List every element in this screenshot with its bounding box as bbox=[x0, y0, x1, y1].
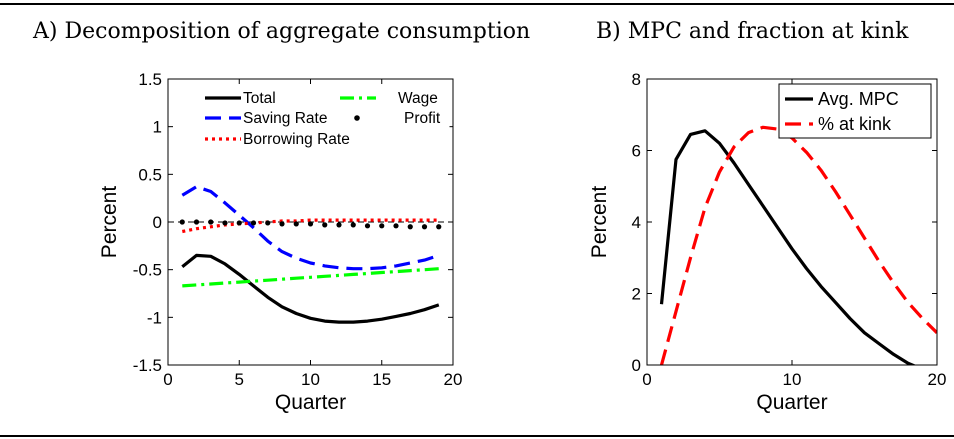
series-line-total bbox=[181, 253, 440, 324]
y-tick-label: -0.5 bbox=[133, 261, 162, 280]
series-group bbox=[659, 125, 937, 365]
legend-box bbox=[199, 84, 450, 151]
series-point-profit bbox=[265, 220, 271, 226]
y-tick-label: 1.5 bbox=[138, 70, 162, 89]
series-point-profit bbox=[222, 220, 228, 226]
legend-box bbox=[778, 83, 932, 139]
series-point-profit bbox=[279, 221, 285, 227]
series-point-profit bbox=[407, 224, 413, 230]
x-tick-label: 0 bbox=[642, 370, 651, 389]
panel-a-title: A) Decomposition of aggregate consumptio… bbox=[32, 19, 530, 44]
y-tick-label: -1 bbox=[147, 308, 162, 327]
y-tick-label: 1 bbox=[153, 118, 162, 137]
series-point-profit bbox=[193, 219, 200, 225]
series-point-profit bbox=[364, 223, 371, 229]
series-line-saving-rate bbox=[181, 185, 440, 271]
y-axis-label: Percent bbox=[98, 186, 121, 259]
series-point-profit bbox=[236, 220, 242, 226]
y-tick-label: 2 bbox=[632, 285, 641, 304]
series-point-profit bbox=[336, 222, 342, 228]
x-axis-label: Quarter bbox=[756, 391, 827, 414]
series-point-profit bbox=[421, 224, 428, 230]
legend-marker-profit bbox=[354, 115, 360, 121]
y-tick-label: 0 bbox=[153, 213, 162, 232]
panel-b-chart: 0 10 20 0 2 4 6 8 Quarter Percent Avg. MPC % at kin… bbox=[588, 70, 946, 414]
panel-a-chart: 0 5 10 15 20 -1.5 -1 -0.5 0 0.5 1 1.5 Quarter Percent… bbox=[98, 70, 462, 414]
y-axis-label: Percent bbox=[588, 186, 611, 259]
x-tick-label: 10 bbox=[783, 370, 802, 389]
series-point-profit bbox=[350, 222, 356, 228]
series-point-profit bbox=[322, 222, 328, 228]
x-tick-label: 20 bbox=[444, 370, 463, 389]
series-point-profit bbox=[436, 224, 442, 230]
series-line-avg-mpc bbox=[659, 129, 917, 365]
y-tick-label: 4 bbox=[632, 213, 641, 232]
series-point-profit bbox=[393, 223, 399, 229]
series-point-profit bbox=[250, 220, 257, 226]
series-point-profit bbox=[293, 221, 299, 227]
legend-label-saving-rate: Saving Rate bbox=[243, 110, 327, 127]
legend-label-total: Total bbox=[243, 90, 276, 107]
series-point-profit bbox=[307, 221, 314, 227]
legend-label-profit: Profit bbox=[404, 110, 441, 127]
series-point-profit bbox=[379, 223, 385, 229]
series-line-wage bbox=[182, 267, 439, 288]
panel-b-title: B) MPC and fraction at kink bbox=[596, 19, 909, 44]
x-tick-label: 15 bbox=[372, 370, 391, 389]
x-axis-label: Quarter bbox=[275, 391, 346, 414]
y-tick-label: 8 bbox=[632, 70, 641, 89]
series-line-at-kink bbox=[659, 125, 937, 365]
series-point-profit bbox=[179, 219, 185, 225]
legend-label-at-kink: % at kink bbox=[818, 114, 892, 134]
legend: Avg. MPC % at kink bbox=[778, 83, 932, 139]
x-tick-label: 10 bbox=[301, 370, 320, 389]
y-tick-label: 6 bbox=[632, 142, 641, 161]
axes-frame bbox=[646, 78, 938, 366]
legend: Total Saving Rate Borrowing Rate Wage Profit bbox=[199, 84, 450, 151]
axes-frame bbox=[167, 78, 454, 366]
legend-label-borrowing-rate: Borrowing Rate bbox=[243, 131, 350, 148]
series-group bbox=[179, 185, 442, 324]
y-tick-label: -1.5 bbox=[133, 356, 162, 375]
series-point-profit bbox=[208, 219, 214, 225]
legend-label-wage: Wage bbox=[398, 90, 438, 107]
x-tick-label: 5 bbox=[235, 370, 244, 389]
y-tick-label: 0.5 bbox=[138, 165, 162, 184]
x-tick-label: 20 bbox=[928, 370, 947, 389]
y-tick-label: 0 bbox=[632, 356, 641, 375]
legend-label-avg-mpc: Avg. MPC bbox=[818, 89, 899, 109]
x-tick-label: 0 bbox=[163, 370, 172, 389]
